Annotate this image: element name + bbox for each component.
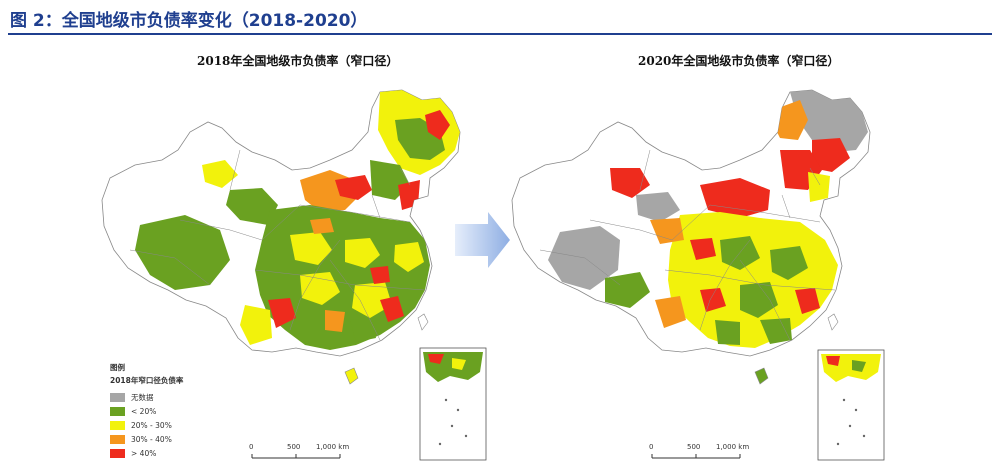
- province-borders-2018: [129, 149, 426, 341]
- transition-arrow: [455, 212, 510, 268]
- figure-title: 图 2：全国地级市负债率变化（2018-2020）: [10, 11, 368, 31]
- legend-item-no-data: 无数据: [110, 391, 183, 403]
- legend-subheading: 2018年窄口径负债率: [110, 376, 184, 385]
- legend: 图例 2018年窄口径负债率 无数据 < 20% 20% - 30% 30% -…: [110, 362, 183, 461]
- map-title-2020: 2020年全国地级市负债率（窄口径）: [638, 54, 840, 68]
- title-rule: [8, 33, 992, 35]
- scale-label-0: 0: [649, 443, 654, 451]
- legend-heading: 图例: [110, 363, 125, 372]
- legend-swatch: [110, 448, 125, 458]
- south-china-sea-inset-2018: [419, 347, 487, 461]
- islands-2018: [344, 313, 429, 385]
- legend-item-lt20: < 20%: [110, 405, 183, 417]
- regions-2020: [548, 90, 868, 348]
- legend-label: 20% - 30%: [131, 420, 172, 430]
- legend-label: 无数据: [131, 392, 154, 402]
- scale-bar-2018: [251, 454, 341, 459]
- scale-label-0: 0: [249, 443, 254, 451]
- legend-item-gt40: > 40%: [110, 447, 183, 459]
- regions-2018: [135, 90, 460, 350]
- scale-label-500: 500: [287, 443, 301, 451]
- scale-label-500: 500: [687, 443, 701, 451]
- scale-bar-2020: [651, 454, 741, 459]
- map-title-2018: 2018年全国地级市负债率（窄口径）: [197, 54, 399, 68]
- map-2018: [101, 89, 487, 461]
- legend-item-20-30: 20% - 30%: [110, 419, 183, 431]
- legend-item-30-40: 30% - 40%: [110, 433, 183, 445]
- south-china-sea-inset-2020: [817, 349, 885, 461]
- legend-label: > 40%: [131, 448, 157, 458]
- scale-label-1000km: 1,000 km: [316, 443, 350, 451]
- legend-swatch: [110, 406, 125, 416]
- legend-swatch: [110, 392, 125, 402]
- scale-label-1000km: 1,000 km: [716, 443, 750, 451]
- map-2020: [511, 89, 885, 461]
- islands-2020: [754, 313, 839, 385]
- legend-label: < 20%: [131, 406, 157, 416]
- legend-swatch: [110, 420, 125, 430]
- legend-swatch: [110, 434, 125, 444]
- province-borders-2020: [539, 149, 836, 341]
- legend-label: 30% - 40%: [131, 434, 172, 444]
